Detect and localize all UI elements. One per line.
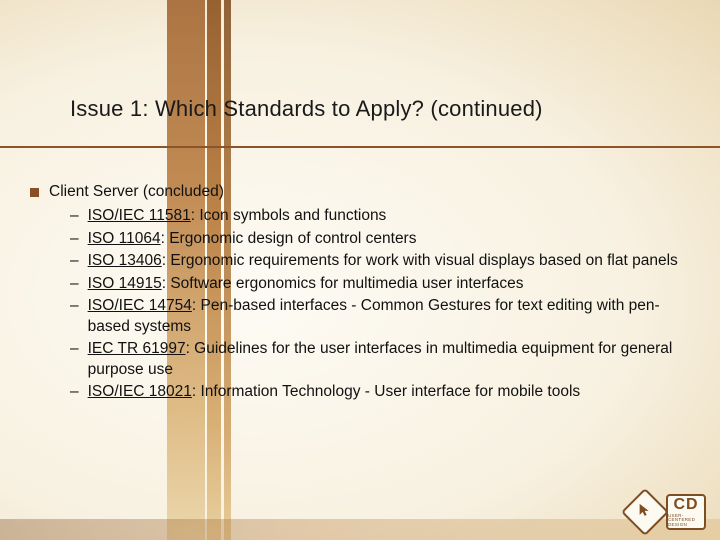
- dash-bullet-icon: –: [70, 274, 79, 294]
- title-area: Issue 1: Which Standards to Apply? (cont…: [0, 96, 720, 140]
- standard-link[interactable]: IEC TR 61997: [88, 340, 186, 357]
- standard-link[interactable]: ISO 11064: [88, 230, 161, 247]
- title-underline: [0, 146, 720, 148]
- dash-bullet-icon: –: [70, 296, 79, 337]
- decor-bottom-stripe: [0, 519, 720, 540]
- section-heading: Client Server (concluded): [49, 182, 690, 202]
- dash-bullet-icon: –: [70, 339, 79, 380]
- standard-link[interactable]: ISO/IEC 11581: [88, 207, 191, 224]
- list-item-text: ISO/IEC 14754: Pen-based interfaces - Co…: [88, 296, 690, 337]
- standard-description: : Information Technology - User interfac…: [192, 383, 580, 400]
- standard-link[interactable]: ISO/IEC 14754: [88, 297, 192, 314]
- list-item-text: IEC TR 61997: Guidelines for the user in…: [88, 339, 690, 380]
- cursor-icon: [637, 502, 653, 518]
- list-item-text: ISO 14915: Software ergonomics for multi…: [88, 274, 690, 294]
- list-item: –IEC TR 61997: Guidelines for the user i…: [70, 339, 690, 380]
- logo-text-box: CD USER-CENTERED DESIGN: [666, 494, 706, 530]
- list-item-text: ISO/IEC 11581: Icon symbols and function…: [88, 206, 690, 226]
- standard-link[interactable]: ISO 14915: [88, 275, 162, 292]
- dash-bullet-icon: –: [70, 251, 79, 271]
- standard-description: : Ergonomic requirements for work with v…: [162, 252, 678, 269]
- dash-bullet-icon: –: [70, 382, 79, 402]
- list-item: –ISO 11064: Ergonomic design of control …: [70, 229, 690, 249]
- standard-description: : Ergonomic design of control centers: [161, 230, 417, 247]
- logo-diamond-icon: [621, 488, 669, 536]
- dash-bullet-icon: –: [70, 206, 79, 226]
- list-item-text: ISO/IEC 18021: Information Technology - …: [88, 382, 690, 402]
- square-bullet-icon: [30, 188, 39, 197]
- standard-link[interactable]: ISO/IEC 18021: [88, 383, 192, 400]
- standard-description: : Icon symbols and functions: [191, 207, 387, 224]
- list-item: –ISO/IEC 14754: Pen-based interfaces - C…: [70, 296, 690, 337]
- sub-bullet-list: –ISO/IEC 11581: Icon symbols and functio…: [30, 206, 690, 402]
- logo-subtitle: USER-CENTERED DESIGN: [668, 514, 704, 528]
- dash-bullet-icon: –: [70, 229, 79, 249]
- list-item-text: ISO 13406: Ergonomic requirements for wo…: [88, 251, 690, 271]
- logo-letters: CD: [673, 497, 698, 513]
- logo: CD USER-CENTERED DESIGN: [628, 494, 706, 530]
- list-item: –ISO 13406: Ergonomic requirements for w…: [70, 251, 690, 271]
- standard-description: : Software ergonomics for multimedia use…: [162, 275, 524, 292]
- bullet-level-1: Client Server (concluded): [30, 182, 690, 202]
- slide-title: Issue 1: Which Standards to Apply? (cont…: [70, 96, 692, 122]
- standard-link[interactable]: ISO 13406: [88, 252, 162, 269]
- list-item: –ISO/IEC 18021: Information Technology -…: [70, 382, 690, 402]
- list-item: –ISO/IEC 11581: Icon symbols and functio…: [70, 206, 690, 226]
- list-item: –ISO 14915: Software ergonomics for mult…: [70, 274, 690, 294]
- slide-body: Client Server (concluded) –ISO/IEC 11581…: [30, 182, 690, 405]
- list-item-text: ISO 11064: Ergonomic design of control c…: [88, 229, 690, 249]
